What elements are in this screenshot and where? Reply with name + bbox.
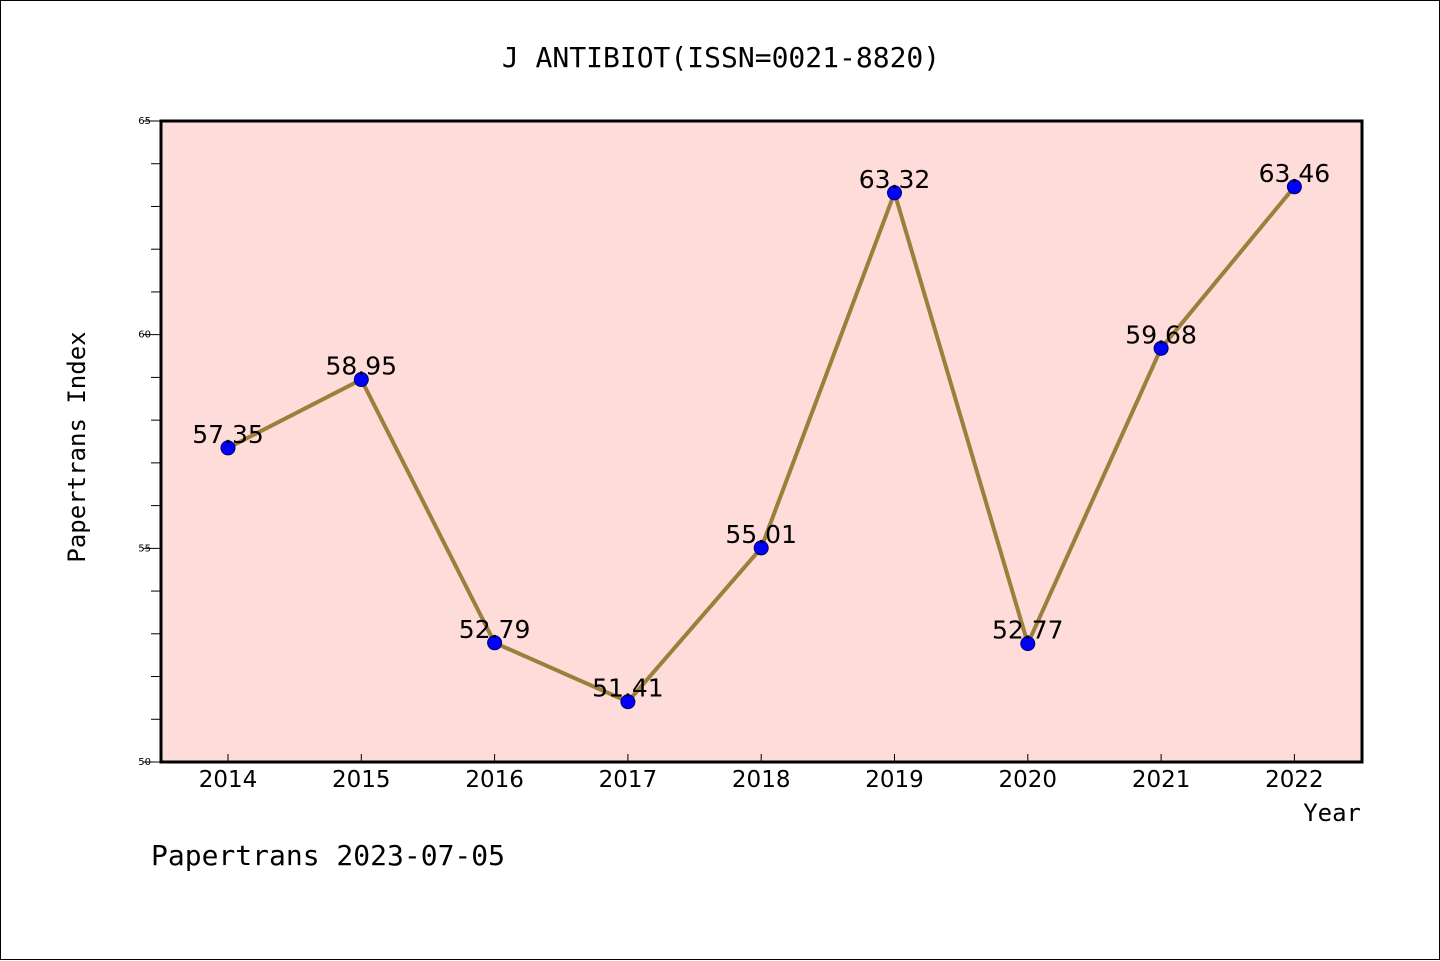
y-tick-label: 65	[138, 116, 151, 127]
data-label: 57.35	[192, 420, 264, 449]
data-label: 58.95	[326, 352, 398, 381]
x-tick-label: 2020	[999, 767, 1058, 793]
x-tick-label: 2017	[599, 767, 658, 793]
data-label: 52.77	[992, 616, 1064, 645]
data-point	[220, 440, 236, 456]
data-point	[353, 372, 369, 388]
x-tick-label: 2021	[1132, 767, 1191, 793]
series-layer: 57.35 58.95 52.79 51.41 55.01 63.32 52.77 59.68…	[192, 159, 1331, 710]
x-tick-label: 2015	[332, 767, 391, 793]
x-axis-ticks: 2014 2015 2016 2017 2018 2019 2020 2021 2022	[199, 754, 1324, 793]
y-axis-ticks: 50 55 60 65	[138, 116, 161, 768]
data-label: 63.32	[859, 165, 931, 194]
data-point	[887, 185, 902, 201]
data-point	[487, 635, 503, 651]
x-tick-label: 2016	[465, 767, 524, 793]
data-point	[1286, 179, 1302, 195]
y-axis-label: Papertrans Index	[63, 331, 91, 562]
data-label: 51.41	[592, 674, 664, 703]
y-tick-label: 55	[138, 543, 151, 554]
footer-text: Papertrans 2023-07-05	[151, 839, 505, 872]
data-label: 63.46	[1259, 159, 1331, 188]
data-point	[753, 540, 769, 556]
x-tick-label: 2018	[732, 767, 791, 793]
data-point	[1153, 340, 1169, 356]
x-tick-label: 2014	[199, 767, 258, 793]
data-point	[620, 694, 636, 710]
plot-border	[159, 119, 1364, 764]
data-label: 52.79	[459, 615, 531, 644]
x-axis-label: Year	[1303, 799, 1361, 827]
data-label: 55.01	[725, 520, 797, 549]
y-tick-label: 60	[138, 330, 151, 341]
data-label: 59.68	[1125, 320, 1197, 349]
y-tick-label: 50	[138, 757, 151, 768]
chart-title: J ANTIBIOT(ISSN=0021-8820)	[502, 41, 940, 74]
data-point	[1020, 636, 1036, 652]
plot-area	[161, 121, 1362, 762]
x-tick-label: 2022	[1265, 767, 1324, 793]
x-tick-label: 2019	[865, 767, 924, 793]
